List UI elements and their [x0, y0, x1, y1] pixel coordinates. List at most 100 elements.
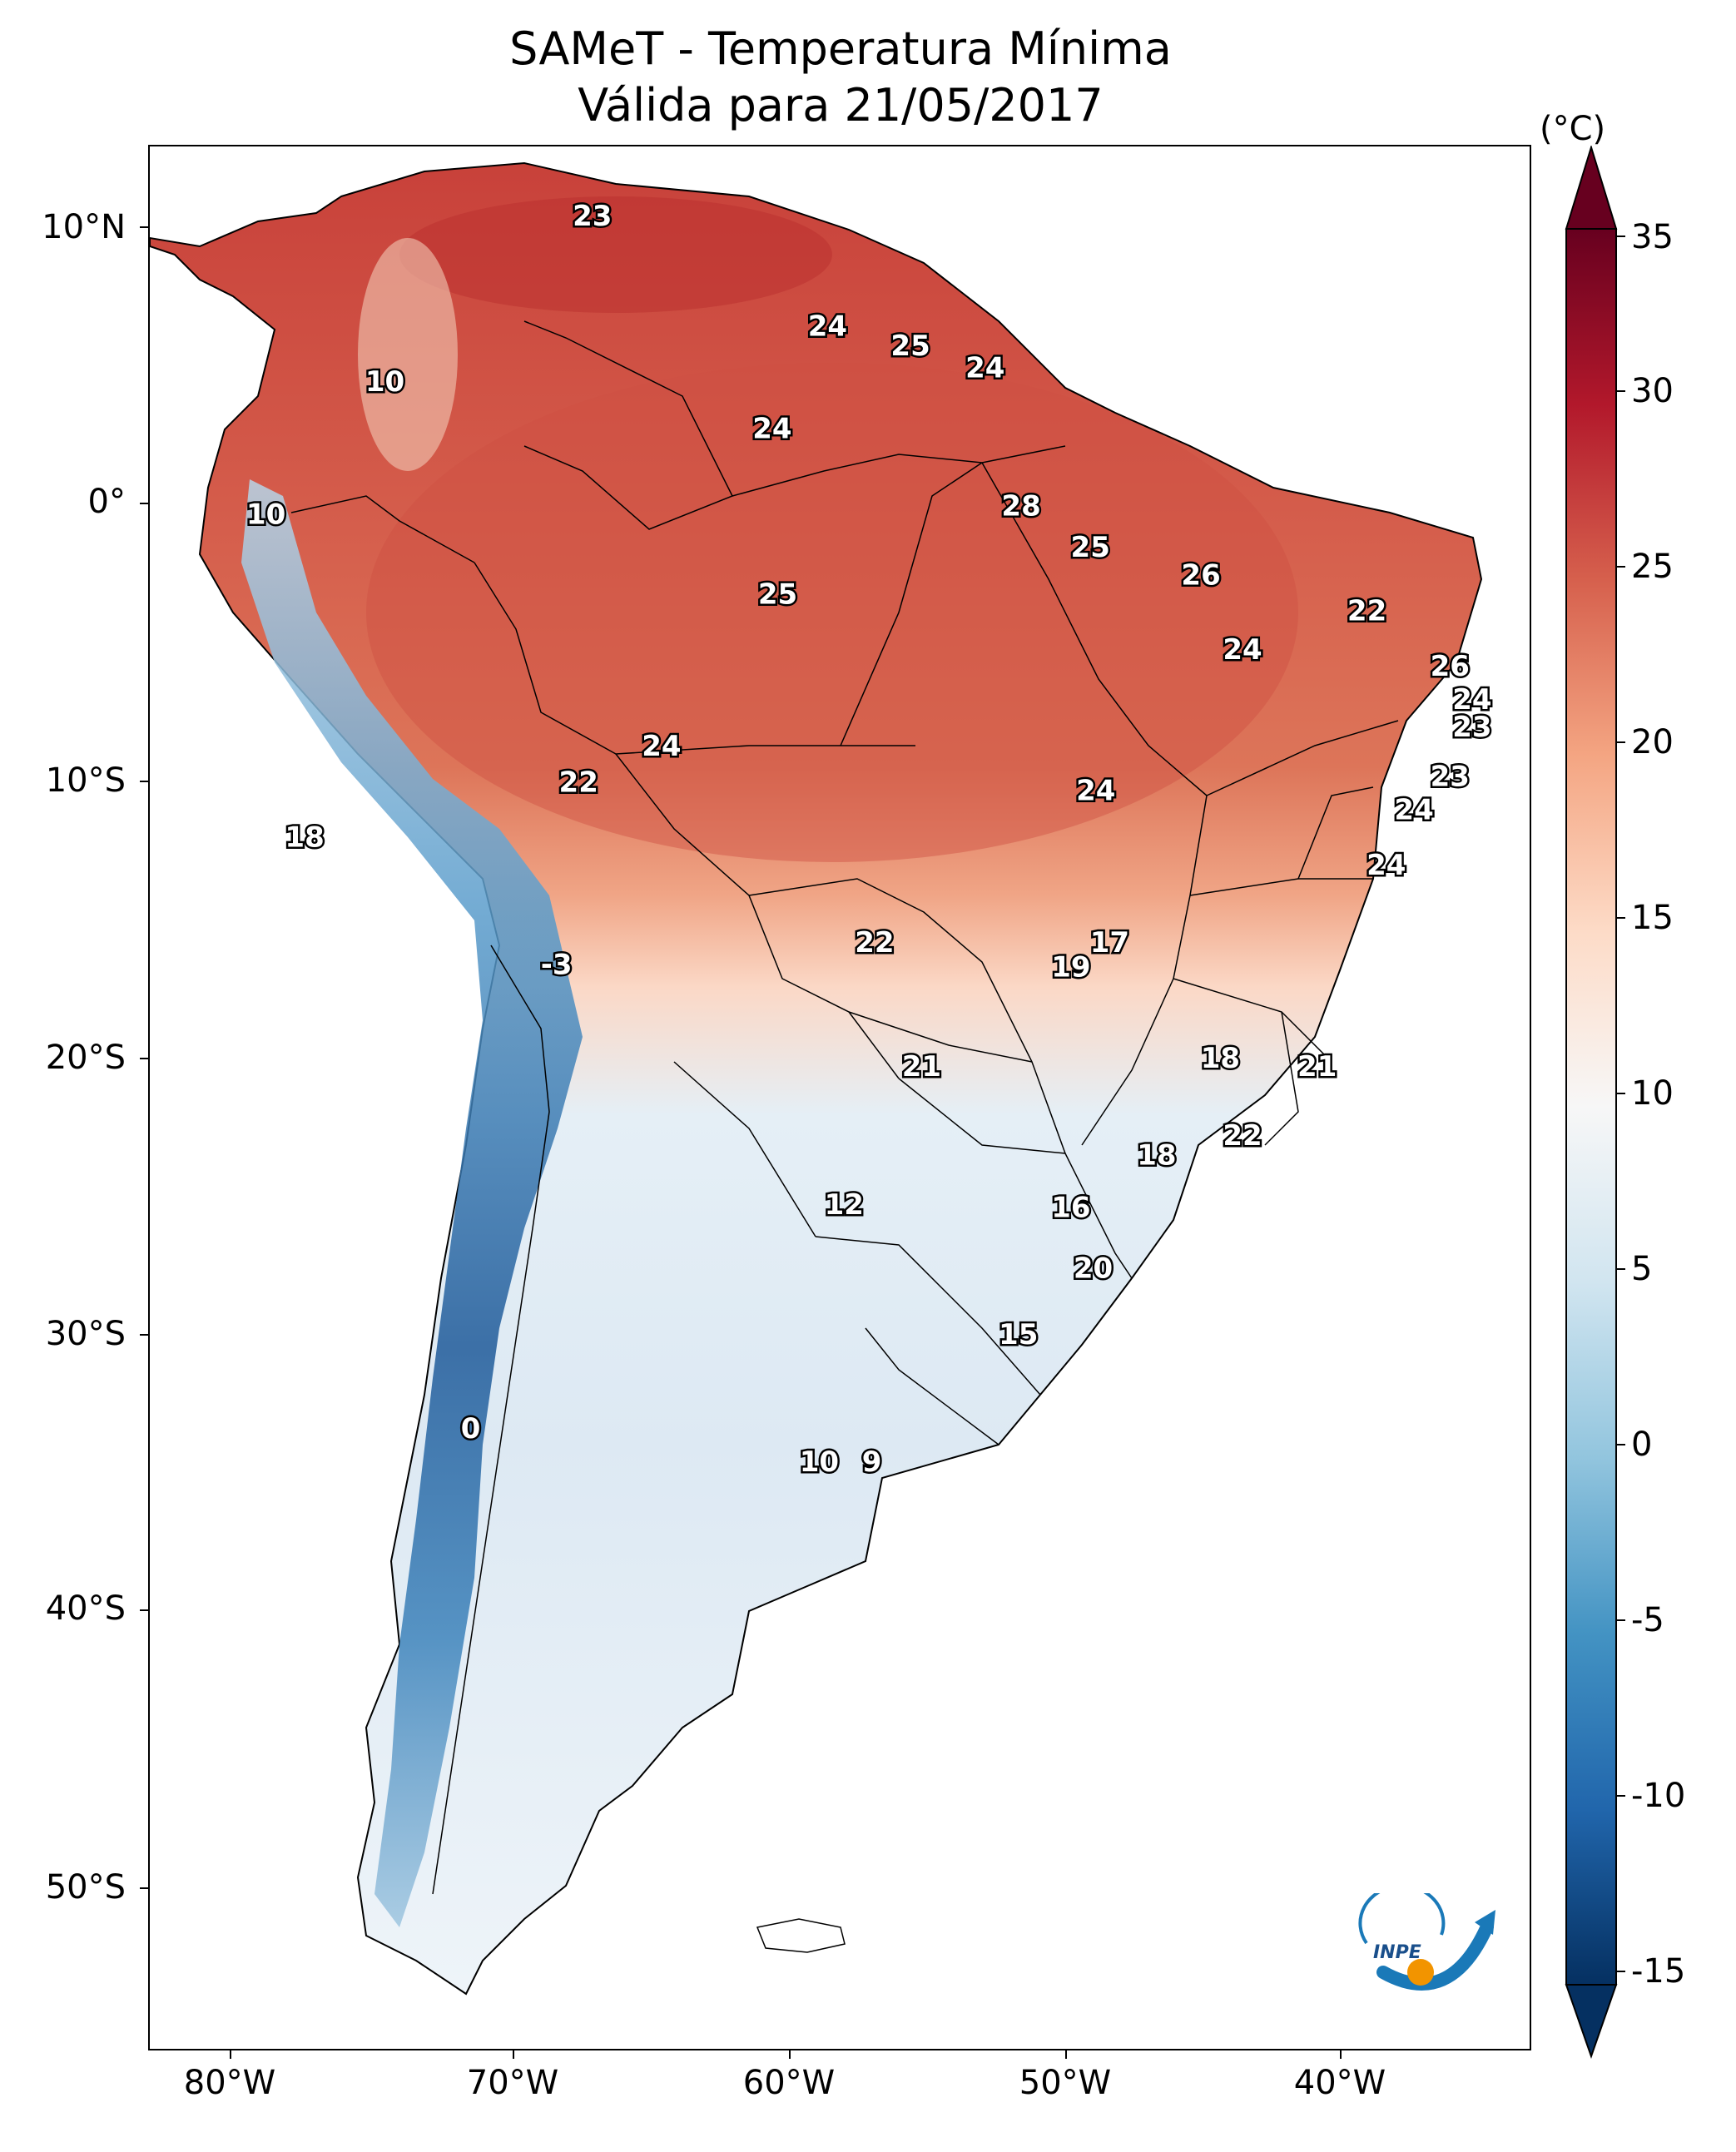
- colorbar-label: -5: [1631, 1601, 1664, 1639]
- colorbar-lower-arrow: [1565, 1984, 1618, 2060]
- colorbar-tickmark: [1617, 1619, 1625, 1621]
- temperature-point-label: 24: [752, 413, 791, 446]
- colorbar-tickmark: [1617, 917, 1625, 919]
- lat-tickmark: [140, 1058, 148, 1059]
- colorbar-label: 35: [1631, 218, 1674, 256]
- temperature-point-label: 15: [999, 1318, 1038, 1351]
- colorbar-label: 15: [1631, 899, 1674, 937]
- colorbar-tickmark: [1617, 236, 1625, 237]
- temperature-point-label: 28: [1001, 489, 1040, 523]
- temperature-point-label: 22: [1223, 1119, 1262, 1153]
- colorbar-label: 0: [1631, 1426, 1653, 1464]
- temperature-point-label: 22: [855, 926, 894, 959]
- colorbar: [1565, 146, 1618, 2060]
- lon-tickmark: [789, 2050, 791, 2059]
- lat-tick-10s: 10°S: [45, 761, 126, 800]
- lat-tickmark: [140, 226, 148, 228]
- temperature-point-label: 10: [246, 498, 285, 531]
- lon-tick-70w: 70°W: [466, 2064, 559, 2102]
- temperature-point-label: 23: [1431, 761, 1470, 794]
- temperature-point-label: -3: [541, 948, 573, 981]
- colorbar-tickmark: [1617, 1093, 1625, 1094]
- lon-tickmark: [513, 2050, 514, 2059]
- lon-tickmark: [230, 2050, 231, 2059]
- temperature-point-label: 18: [1137, 1138, 1176, 1172]
- lon-tickmark: [1065, 2050, 1067, 2059]
- lat-tick-10n: 10°N: [42, 208, 126, 246]
- colorbar-upper-arrow: [1565, 146, 1618, 230]
- map-frame: 23 10 24 25 24 24 10 28 25 26 22 25 24 26 24 23 24 22 24 23…: [148, 145, 1531, 2050]
- temperature-point-label: 16: [1051, 1191, 1090, 1224]
- map-subtitle: Válida para 21/05/2017: [578, 79, 1104, 131]
- lon-tickmark: [1340, 2050, 1342, 2059]
- temperature-point-label: 24: [808, 310, 847, 344]
- temperature-point-label: 12: [825, 1188, 864, 1222]
- lat-tickmark: [140, 1609, 148, 1611]
- temperature-point-label: 25: [890, 330, 930, 363]
- temperature-point-label: 25: [758, 578, 797, 612]
- lon-tick-80w: 80°W: [183, 2064, 276, 2102]
- lat-tick-0: 0°: [87, 483, 126, 521]
- map-title: SAMeT - Temperatura Mínima: [509, 22, 1172, 75]
- temperature-point-label: 18: [285, 821, 324, 855]
- temperature-point-label: 10: [365, 365, 404, 399]
- falkland-islands: [756, 1918, 846, 1953]
- temperature-point-label: 23: [573, 200, 612, 233]
- colorbar-label: 25: [1631, 548, 1674, 586]
- temperature-point-label: 24: [1076, 774, 1115, 807]
- temperature-point-label: 24: [1366, 849, 1406, 882]
- temperature-point-label: 10: [800, 1445, 839, 1479]
- country-borders: [290, 320, 1399, 1895]
- temperature-point-label: 21: [902, 1050, 941, 1083]
- south-america-landmass: [150, 161, 1483, 1996]
- temperature-point-label: 24: [965, 352, 1004, 385]
- lat-tick-40s: 40°S: [45, 1589, 126, 1628]
- temperature-point-label: 24: [642, 730, 681, 763]
- lat-tick-50s: 50°S: [45, 1868, 126, 1907]
- colorbar-label: -10: [1631, 1777, 1686, 1815]
- lat-tick-30s: 30°S: [45, 1315, 126, 1353]
- temperature-point-label: 26: [1181, 558, 1220, 592]
- logo-text: INPE: [1373, 1942, 1421, 1963]
- temperature-point-label: 18: [1201, 1042, 1240, 1075]
- temperature-point-label: 0: [461, 1412, 481, 1445]
- lat-tickmark: [140, 1887, 148, 1889]
- colorbar-tickmark: [1617, 1971, 1625, 1972]
- lat-tickmark: [140, 1334, 148, 1336]
- temperature-point-label: 23: [1452, 711, 1491, 744]
- colorbar-tickmark: [1617, 1795, 1625, 1797]
- colorbar-tickmark: [1617, 1268, 1625, 1270]
- inpe-logo: INPE: [1358, 1893, 1495, 1991]
- colorbar-label: 20: [1631, 723, 1674, 761]
- amazon-warm-core: [366, 363, 1298, 862]
- colorbar-label: -15: [1631, 1952, 1686, 1991]
- colorbar-label: 10: [1631, 1074, 1674, 1113]
- temperature-point-label: 17: [1090, 926, 1129, 959]
- colorbar-unit: (°C): [1540, 110, 1606, 148]
- andes-cold-band: [241, 479, 583, 1927]
- temperature-point-label: 25: [1071, 531, 1110, 564]
- temperature-point-label: 24: [1452, 683, 1491, 717]
- colorbar-tickmark: [1617, 1444, 1625, 1445]
- colorbar-tickmark: [1617, 566, 1625, 568]
- temperature-point-label: 24: [1223, 633, 1262, 667]
- temperature-point-label: 21: [1297, 1050, 1337, 1083]
- lat-tickmark: [140, 781, 148, 782]
- temperature-point-label: 26: [1431, 650, 1470, 683]
- colombia-cool-spot: [358, 238, 458, 471]
- lon-tick-50w: 50°W: [1019, 2064, 1112, 2102]
- temperature-point-label: 9: [862, 1445, 882, 1479]
- colorbar-body: [1565, 228, 1617, 1986]
- temperature-point-label: 24: [1394, 794, 1433, 827]
- caribbean-warm-core: [399, 196, 832, 313]
- temperature-point-label: 22: [559, 766, 598, 799]
- temperature-point-label: 19: [1051, 951, 1090, 984]
- colorbar-tickmark: [1617, 741, 1625, 743]
- lat-tick-20s: 20°S: [45, 1039, 126, 1077]
- temperature-point-label: 20: [1074, 1252, 1113, 1285]
- temperature-point-label: 22: [1347, 595, 1386, 628]
- colorbar-tickmark: [1617, 390, 1625, 392]
- colorbar-label: 5: [1631, 1250, 1653, 1288]
